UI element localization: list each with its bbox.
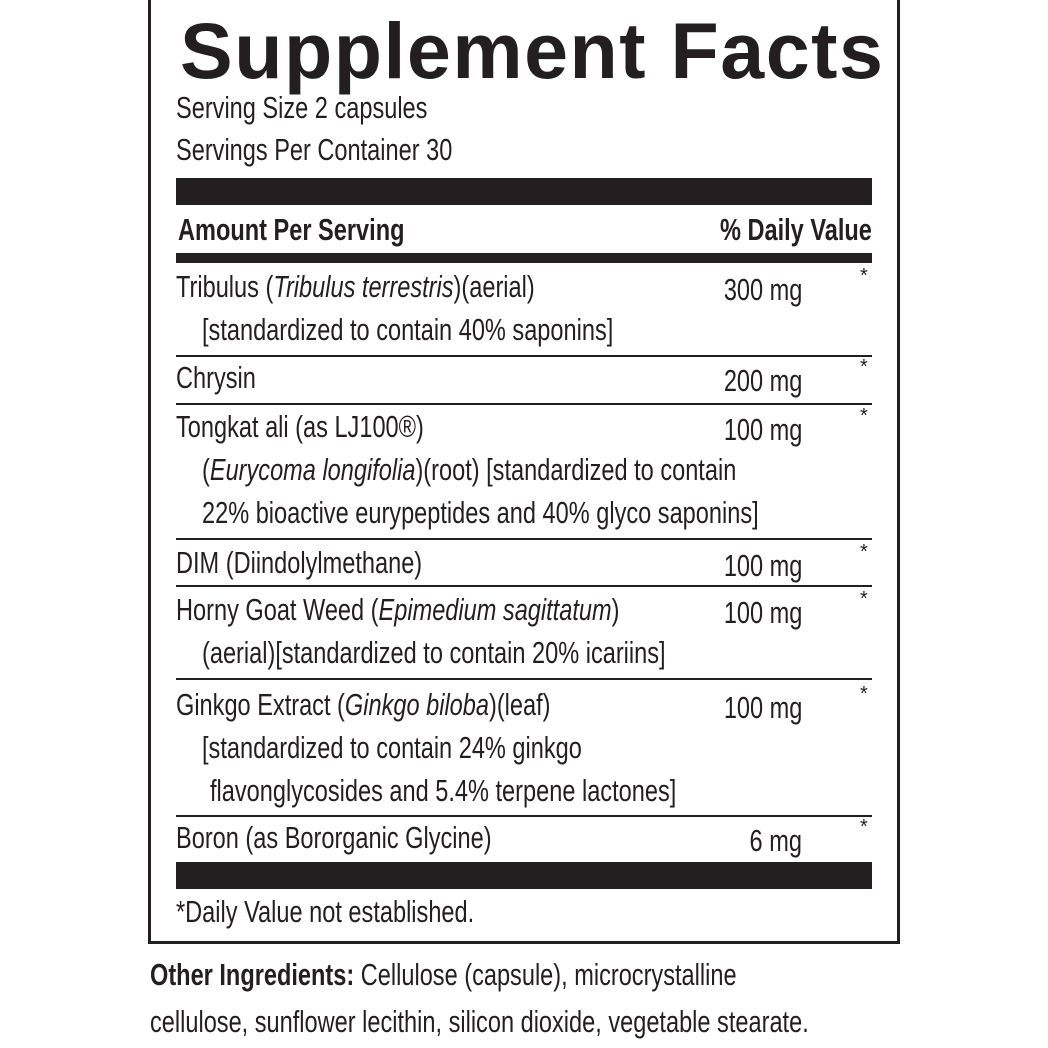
ingredient-text: Tribulus (: [176, 269, 274, 304]
ingredient-text: (: [202, 452, 210, 487]
ingredient-latin-name: Epimedium sagittatum: [378, 592, 612, 627]
ingredient-amount: 100 mg: [723, 412, 802, 447]
ingredient-text: ): [611, 592, 620, 627]
ingredient-amount: 300 mg: [723, 272, 802, 307]
daily-value-asterisk: *: [860, 816, 868, 838]
other-ingredients-line-2: cellulose, sunflower lecithin, silicon d…: [150, 1004, 809, 1039]
ingredient-text: )(aerial): [453, 269, 535, 304]
amount-per-serving-header: Amount Per Serving: [178, 212, 405, 247]
panel-title: Supplement Facts: [180, 6, 885, 95]
ingredient-text: )(root) [standardized to contain: [415, 452, 737, 487]
ingredient-line: Tribulus (Tribulus terrestris)(aerial): [176, 267, 535, 307]
ingredient-line: (Eurycoma longifolia)(root) [standardize…: [202, 450, 736, 490]
ingredient-text: Boron (as Bororganic Glycine): [176, 820, 492, 855]
other-ingredients-text: Cellulose (capsule), microcrystalline: [360, 957, 737, 992]
ingredient-text: flavonglycosides and 5.4% terpene lacton…: [210, 773, 677, 808]
ingredient-line: Boron (as Bororganic Glycine): [176, 818, 492, 858]
ingredient-text: DIM (Diindolylmethane): [176, 545, 423, 580]
daily-value-asterisk: *: [860, 683, 868, 705]
daily-value-asterisk: *: [860, 356, 868, 378]
ingredient-latin-name: Tribulus terrestris: [273, 269, 454, 304]
row-divider: [176, 538, 872, 540]
ingredient-text: Chrysin: [176, 360, 256, 395]
serving-size: Serving Size 2 capsules: [176, 90, 428, 125]
ingredient-line: Chrysin: [176, 358, 256, 398]
ingredient-amount: 100 mg: [723, 690, 802, 725]
row-divider: [176, 403, 872, 405]
ingredient-line: Tongkat ali (as LJ100®): [176, 407, 424, 447]
ingredient-line: Ginkgo Extract (Ginkgo biloba)(leaf): [176, 685, 551, 725]
row-divider: [176, 355, 872, 357]
ingredient-latin-name: Ginkgo biloba: [344, 687, 489, 722]
daily-value-asterisk: *: [860, 541, 868, 563]
medium-divider: [176, 253, 872, 263]
ingredient-line: flavonglycosides and 5.4% terpene lacton…: [210, 771, 676, 811]
daily-value-asterisk: *: [860, 588, 868, 610]
ingredient-amount: 200 mg: [723, 363, 802, 398]
daily-value-asterisk: *: [860, 265, 868, 287]
daily-value-asterisk: *: [860, 405, 868, 427]
thick-divider: [176, 862, 872, 889]
row-divider: [176, 585, 872, 587]
footnote: *Daily Value not established.: [176, 894, 475, 929]
ingredient-line: 22% bioactive eurypeptides and 40% glyco…: [202, 493, 759, 533]
ingredient-text: [standardized to contain 24% ginkgo: [202, 730, 582, 765]
row-divider: [176, 815, 872, 817]
ingredient-text: 22% bioactive eurypeptides and 40% glyco…: [202, 495, 759, 530]
ingredient-amount: 100 mg: [723, 595, 802, 630]
ingredient-amount: 6 mg: [749, 823, 802, 858]
ingredient-text: )(leaf): [488, 687, 551, 722]
ingredient-text: (aerial)[standardized to contain 20% ica…: [202, 635, 666, 670]
ingredient-latin-name: Eurycoma longifolia: [209, 452, 416, 487]
ingredient-line: Horny Goat Weed (Epimedium sagittatum): [176, 590, 619, 630]
ingredient-text: Horny Goat Weed (: [176, 592, 379, 627]
supplement-facts-panel: [148, 0, 900, 944]
ingredient-line: DIM (Diindolylmethane): [176, 543, 422, 583]
ingredient-line: (aerial)[standardized to contain 20% ica…: [202, 633, 666, 673]
ingredient-line: [standardized to contain 40% saponins]: [202, 310, 613, 350]
row-divider: [176, 678, 872, 680]
ingredient-text: Tongkat ali (as LJ100®): [176, 409, 424, 444]
daily-value-header: % Daily Value: [720, 212, 872, 247]
servings-per-container: Servings Per Container 30: [176, 132, 453, 167]
thick-divider: [176, 178, 872, 205]
other-ingredients-label: Other Ingredients:: [150, 957, 355, 992]
ingredient-line: [standardized to contain 24% ginkgo: [202, 728, 582, 768]
ingredient-text: [standardized to contain 40% saponins]: [202, 312, 614, 347]
ingredient-amount: 100 mg: [723, 548, 802, 583]
other-ingredients-line-1: Other Ingredients: Cellulose (capsule), …: [150, 955, 737, 995]
ingredient-text: Ginkgo Extract (: [176, 687, 345, 722]
